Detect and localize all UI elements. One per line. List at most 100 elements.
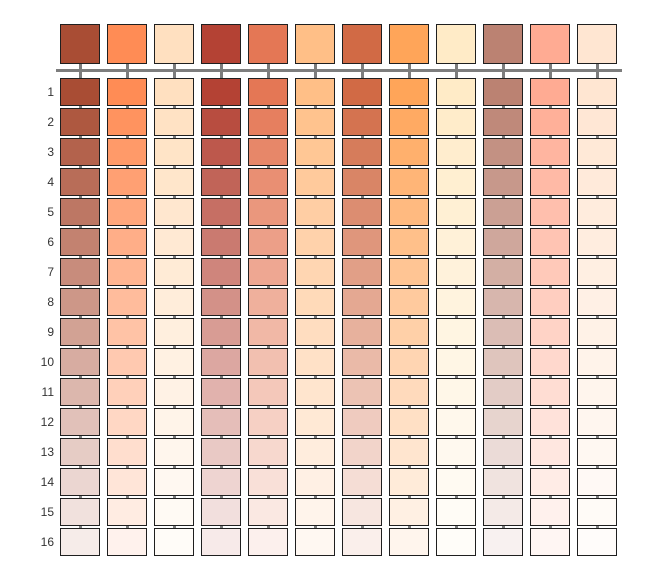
tint-swatch[interactable]: [436, 378, 476, 406]
tint-swatch[interactable]: [577, 348, 617, 376]
tint-swatch[interactable]: [530, 528, 570, 556]
tint-swatch[interactable]: [530, 78, 570, 106]
tint-swatch[interactable]: [107, 378, 147, 406]
tint-swatch[interactable]: [248, 108, 288, 136]
tint-swatch[interactable]: [248, 378, 288, 406]
tint-swatch[interactable]: [483, 168, 523, 196]
tint-swatch[interactable]: [60, 228, 100, 256]
tint-swatch[interactable]: [342, 138, 382, 166]
tint-swatch[interactable]: [577, 258, 617, 286]
tint-swatch[interactable]: [107, 348, 147, 376]
tint-swatch[interactable]: [107, 468, 147, 496]
tint-swatch[interactable]: [154, 258, 194, 286]
tint-swatch[interactable]: [436, 318, 476, 346]
tint-swatch[interactable]: [295, 78, 335, 106]
tint-swatch[interactable]: [60, 138, 100, 166]
tint-swatch[interactable]: [389, 498, 429, 526]
tint-swatch[interactable]: [295, 198, 335, 226]
tint-swatch[interactable]: [248, 198, 288, 226]
tint-swatch[interactable]: [342, 288, 382, 316]
tint-swatch[interactable]: [248, 468, 288, 496]
tint-swatch[interactable]: [201, 198, 241, 226]
base-color-swatch[interactable]: [201, 24, 241, 64]
tint-swatch[interactable]: [248, 408, 288, 436]
tint-swatch[interactable]: [436, 138, 476, 166]
tint-swatch[interactable]: [389, 108, 429, 136]
tint-swatch[interactable]: [436, 528, 476, 556]
tint-swatch[interactable]: [530, 138, 570, 166]
tint-swatch[interactable]: [201, 288, 241, 316]
tint-swatch[interactable]: [201, 498, 241, 526]
base-color-swatch[interactable]: [483, 24, 523, 64]
tint-swatch[interactable]: [201, 108, 241, 136]
tint-swatch[interactable]: [436, 258, 476, 286]
tint-swatch[interactable]: [107, 258, 147, 286]
tint-swatch[interactable]: [154, 498, 194, 526]
tint-swatch[interactable]: [201, 348, 241, 376]
tint-swatch[interactable]: [389, 258, 429, 286]
tint-swatch[interactable]: [483, 78, 523, 106]
tint-swatch[interactable]: [342, 408, 382, 436]
tint-swatch[interactable]: [342, 258, 382, 286]
tint-swatch[interactable]: [107, 438, 147, 466]
tint-swatch[interactable]: [436, 408, 476, 436]
base-color-swatch[interactable]: [436, 24, 476, 64]
base-color-swatch[interactable]: [389, 24, 429, 64]
tint-swatch[interactable]: [295, 378, 335, 406]
tint-swatch[interactable]: [107, 198, 147, 226]
tint-swatch[interactable]: [248, 498, 288, 526]
tint-swatch[interactable]: [154, 438, 194, 466]
tint-swatch[interactable]: [154, 168, 194, 196]
tint-swatch[interactable]: [248, 228, 288, 256]
tint-swatch[interactable]: [201, 228, 241, 256]
tint-swatch[interactable]: [530, 228, 570, 256]
tint-swatch[interactable]: [436, 108, 476, 136]
tint-swatch[interactable]: [483, 528, 523, 556]
tint-swatch[interactable]: [483, 438, 523, 466]
tint-swatch[interactable]: [201, 528, 241, 556]
tint-swatch[interactable]: [107, 168, 147, 196]
base-color-swatch[interactable]: [530, 24, 570, 64]
tint-swatch[interactable]: [577, 198, 617, 226]
tint-swatch[interactable]: [201, 468, 241, 496]
tint-swatch[interactable]: [248, 168, 288, 196]
tint-swatch[interactable]: [577, 438, 617, 466]
tint-swatch[interactable]: [483, 288, 523, 316]
tint-swatch[interactable]: [107, 318, 147, 346]
base-color-swatch[interactable]: [248, 24, 288, 64]
tint-swatch[interactable]: [577, 108, 617, 136]
tint-swatch[interactable]: [577, 138, 617, 166]
tint-swatch[interactable]: [107, 78, 147, 106]
tint-swatch[interactable]: [389, 168, 429, 196]
tint-swatch[interactable]: [389, 318, 429, 346]
tint-swatch[interactable]: [483, 468, 523, 496]
tint-swatch[interactable]: [248, 438, 288, 466]
tint-swatch[interactable]: [389, 408, 429, 436]
tint-swatch[interactable]: [154, 288, 194, 316]
tint-swatch[interactable]: [342, 468, 382, 496]
tint-swatch[interactable]: [201, 258, 241, 286]
tint-swatch[interactable]: [248, 348, 288, 376]
tint-swatch[interactable]: [154, 228, 194, 256]
tint-swatch[interactable]: [530, 168, 570, 196]
tint-swatch[interactable]: [342, 348, 382, 376]
tint-swatch[interactable]: [530, 108, 570, 136]
tint-swatch[interactable]: [577, 378, 617, 406]
tint-swatch[interactable]: [154, 198, 194, 226]
tint-swatch[interactable]: [530, 258, 570, 286]
tint-swatch[interactable]: [530, 288, 570, 316]
tint-swatch[interactable]: [295, 408, 335, 436]
tint-swatch[interactable]: [436, 468, 476, 496]
tint-swatch[interactable]: [577, 288, 617, 316]
base-color-swatch[interactable]: [295, 24, 335, 64]
tint-swatch[interactable]: [154, 408, 194, 436]
base-color-swatch[interactable]: [107, 24, 147, 64]
tint-swatch[interactable]: [295, 228, 335, 256]
tint-swatch[interactable]: [154, 468, 194, 496]
tint-swatch[interactable]: [154, 528, 194, 556]
tint-swatch[interactable]: [483, 408, 523, 436]
tint-swatch[interactable]: [201, 438, 241, 466]
base-color-swatch[interactable]: [60, 24, 100, 64]
tint-swatch[interactable]: [60, 378, 100, 406]
tint-swatch[interactable]: [530, 468, 570, 496]
